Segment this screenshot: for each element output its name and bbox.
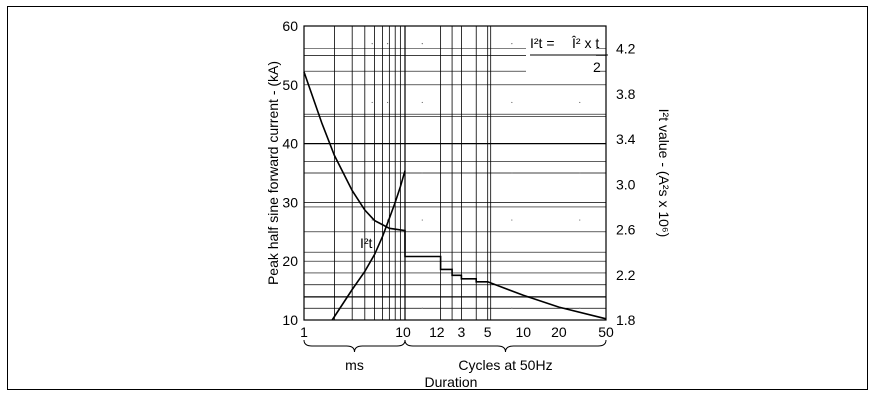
grid-dot — [371, 307, 373, 309]
brace-ms — [303, 339, 406, 353]
y-left-tick-label: 40 — [282, 136, 298, 152]
grid-dot — [386, 307, 389, 309]
y-axis-left-title: Peak half sine forward current - (kA) — [265, 61, 281, 285]
formula-denominator: 2 — [593, 59, 601, 75]
grid-dot — [579, 172, 581, 174]
grid-dot — [371, 101, 373, 104]
grid-dot — [421, 43, 423, 45]
x-tick-label: 10 — [395, 324, 411, 340]
y-left-tick-label: 50 — [282, 77, 298, 93]
x-tick-label: 1 — [300, 324, 308, 340]
x-tick-label: 5 — [484, 324, 492, 340]
grid-dot — [421, 101, 423, 104]
x-tick-label: 50 — [598, 324, 614, 340]
grid-dot — [386, 172, 389, 174]
grid-dot — [386, 43, 389, 45]
formula-background — [526, 30, 596, 75]
grid-dots — [371, 43, 581, 309]
y-right-tick-label: 1.8 — [616, 312, 636, 328]
x-group-cycles-label: Cycles at 50Hz — [458, 357, 552, 373]
y-right-tick-label: 4.2 — [616, 41, 636, 57]
chart-frame — [7, 6, 868, 390]
series — [303, 71, 607, 321]
i2t-line — [331, 170, 406, 321]
grid-dot — [579, 101, 581, 104]
brace-cycles — [404, 339, 607, 353]
y-right-tick-label: 2.2 — [616, 267, 636, 283]
y-right-tick-label: 3.4 — [616, 131, 636, 147]
y-left-tick-label: 20 — [282, 253, 298, 269]
grid-dot — [511, 101, 513, 104]
x-group-ms-label: ms — [345, 357, 364, 373]
y-right-tick-label: 2.6 — [616, 222, 636, 238]
grid-dot — [371, 172, 373, 174]
grid-dot — [371, 43, 373, 45]
y-axis-right-title: I²t value - (A²s x 10⁶) — [656, 109, 672, 238]
i2t-curve-label: I²t — [360, 235, 373, 251]
grid-dot — [421, 219, 423, 221]
peak-current-line — [303, 71, 607, 320]
y-left-tick-label: 10 — [282, 312, 298, 328]
formula-numerator: Î² x t — [571, 35, 599, 51]
x-tick-label: 2 — [437, 324, 445, 340]
grid-dot — [511, 43, 513, 45]
x-tick-label: 20 — [551, 324, 567, 340]
grid-dot — [386, 101, 389, 104]
formula-lhs: I²t = — [530, 35, 555, 51]
x-tick-label: 3 — [458, 324, 466, 340]
grid-dot — [579, 307, 581, 309]
grid — [304, 25, 606, 320]
y-right-tick-label: 3.8 — [616, 86, 636, 102]
x-tick-label: 1 — [429, 324, 437, 340]
plot-border — [303, 25, 607, 321]
y-right-tick-label: 3.0 — [616, 176, 636, 192]
y-left-tick-label: 60 — [282, 18, 298, 34]
grid-dot — [421, 307, 423, 309]
grid-dot — [511, 307, 513, 309]
grid-dot — [511, 172, 513, 174]
grid-dot — [371, 219, 373, 221]
grid-dot — [421, 172, 423, 174]
grid-dot — [511, 219, 513, 221]
x-tick-label: 10 — [516, 324, 532, 340]
x-axis-title: Duration — [425, 374, 478, 390]
grid-dot — [579, 219, 581, 221]
y-left-tick-label: 30 — [282, 194, 298, 210]
